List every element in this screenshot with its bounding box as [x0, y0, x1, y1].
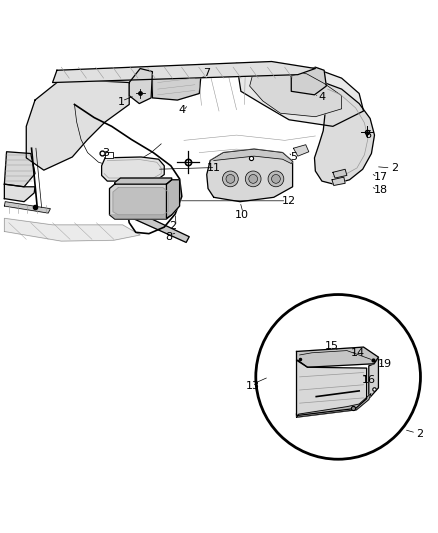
Text: 10: 10 — [235, 210, 249, 220]
Polygon shape — [314, 84, 374, 184]
Circle shape — [268, 171, 284, 187]
Polygon shape — [297, 393, 371, 417]
Text: 1: 1 — [118, 97, 125, 107]
Polygon shape — [110, 215, 172, 219]
Text: 2: 2 — [416, 429, 423, 439]
Text: 3: 3 — [102, 149, 110, 158]
Text: 6: 6 — [364, 130, 371, 140]
Polygon shape — [333, 169, 347, 178]
Text: 15: 15 — [325, 341, 339, 351]
Polygon shape — [105, 152, 113, 158]
Polygon shape — [110, 184, 172, 219]
Polygon shape — [297, 347, 378, 367]
Polygon shape — [102, 157, 164, 181]
Text: 2: 2 — [170, 221, 177, 231]
Polygon shape — [250, 69, 342, 117]
Text: 11: 11 — [207, 163, 221, 173]
Polygon shape — [237, 63, 364, 126]
Text: 16: 16 — [362, 375, 376, 384]
Polygon shape — [297, 360, 367, 415]
Polygon shape — [291, 67, 326, 95]
Text: 2: 2 — [391, 163, 398, 173]
Polygon shape — [53, 61, 315, 83]
Polygon shape — [293, 145, 309, 156]
Polygon shape — [129, 69, 152, 103]
Circle shape — [226, 174, 235, 183]
Text: 19: 19 — [378, 359, 392, 369]
Text: 12: 12 — [282, 196, 296, 206]
Polygon shape — [207, 149, 293, 201]
Text: 14: 14 — [351, 348, 365, 358]
Text: 4: 4 — [178, 104, 185, 115]
Text: 13: 13 — [246, 381, 260, 391]
Polygon shape — [125, 207, 189, 243]
Circle shape — [245, 171, 261, 187]
Polygon shape — [166, 180, 180, 219]
Polygon shape — [210, 149, 293, 164]
Polygon shape — [152, 65, 201, 100]
Circle shape — [249, 174, 258, 183]
Polygon shape — [4, 219, 140, 241]
Polygon shape — [115, 178, 172, 184]
Polygon shape — [297, 357, 378, 417]
Polygon shape — [4, 152, 35, 187]
Text: 7: 7 — [203, 68, 210, 78]
Polygon shape — [4, 201, 50, 213]
Circle shape — [256, 295, 420, 459]
Text: 5: 5 — [290, 152, 297, 162]
Polygon shape — [26, 79, 129, 170]
Polygon shape — [113, 188, 168, 215]
Text: 8: 8 — [165, 232, 172, 242]
Polygon shape — [332, 177, 345, 185]
Text: 18: 18 — [374, 185, 388, 195]
Polygon shape — [4, 184, 35, 201]
Circle shape — [223, 171, 238, 187]
Circle shape — [272, 174, 280, 183]
Text: 4: 4 — [318, 92, 325, 102]
Text: 17: 17 — [374, 172, 388, 182]
